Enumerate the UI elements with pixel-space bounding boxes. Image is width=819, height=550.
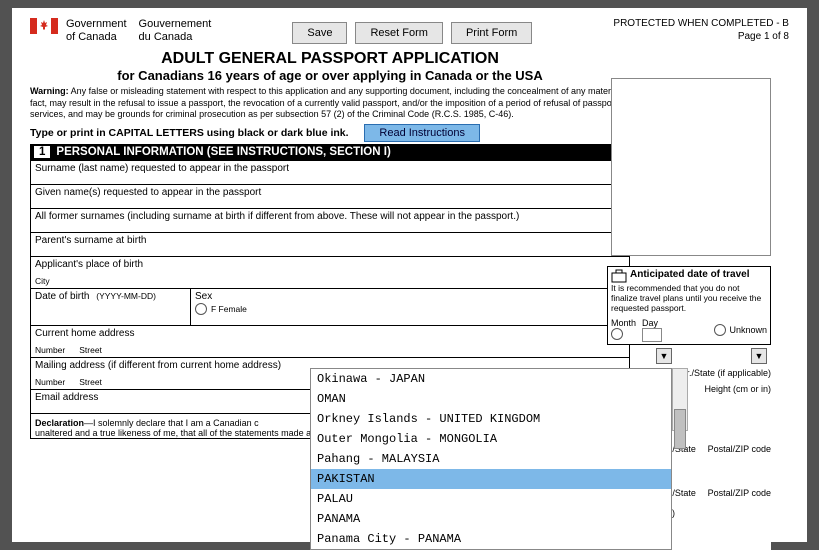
- given-names-field[interactable]: Given name(s) requested to appear in the…: [30, 185, 630, 209]
- postal-label-2: Postal/ZIP code: [708, 488, 771, 498]
- photo-area: [611, 78, 771, 256]
- country-option[interactable]: PANAMA: [311, 509, 671, 529]
- sex-f-radio[interactable]: [195, 303, 207, 315]
- country-dropdown-trigger[interactable]: ▼: [656, 348, 672, 364]
- city-label: City: [35, 276, 275, 286]
- place-of-birth-field[interactable]: Applicant's place of birth City: [30, 257, 630, 289]
- scrollbar-thumb[interactable]: [674, 409, 686, 449]
- month-radio[interactable]: [611, 328, 623, 340]
- day-input[interactable]: [642, 328, 662, 342]
- protected-label: PROTECTED WHEN COMPLETED - B: [613, 18, 789, 29]
- print-form-button[interactable]: Print Form: [451, 22, 532, 44]
- save-button[interactable]: Save: [292, 22, 347, 44]
- former-surnames-field[interactable]: All former surnames (including surname a…: [30, 209, 630, 233]
- gov-fr: Gouvernement du Canada: [139, 18, 212, 44]
- postal-label-1: Postal/ZIP code: [708, 444, 771, 454]
- country-option[interactable]: PALAU: [311, 489, 671, 509]
- suitcase-icon: [611, 269, 627, 283]
- surname-field[interactable]: Surname (last name) requested to appear …: [30, 160, 630, 185]
- form-title: ADULT GENERAL PASSPORT APPLICATION: [30, 50, 630, 68]
- sex-field[interactable]: Sex F Female: [190, 289, 630, 326]
- section-1-header: 1 PERSONAL INFORMATION (SEE INSTRUCTIONS…: [30, 144, 630, 160]
- country-option[interactable]: Pahang - MALAYSIA: [311, 449, 671, 469]
- government-wordmark: Government of Canada Gouvernement du Can…: [30, 18, 211, 44]
- type-print-instruction: Type or print in CAPITAL LETTERS using b…: [30, 127, 349, 139]
- gov-en: Government of Canada: [66, 18, 127, 44]
- form-subtitle: for Canadians 16 years of age or over ap…: [30, 68, 630, 83]
- country-option[interactable]: Orkney Islands - UNITED KINGDOM: [311, 409, 671, 429]
- country-option[interactable]: Outer Mongolia - MONGOLIA: [311, 429, 671, 449]
- warning-text: Warning: Any false or misleading stateme…: [30, 86, 630, 120]
- country-dropdown-list[interactable]: Okinawa - JAPANOMANOrkney Islands - UNIT…: [310, 368, 672, 550]
- anticipated-travel-box: Anticipated date of travel It is recomme…: [607, 266, 771, 345]
- read-instructions-button[interactable]: Read Instructions: [364, 124, 480, 142]
- country-option[interactable]: Panama City - PANAMA: [311, 529, 671, 549]
- street-label: Street: [79, 345, 102, 355]
- dropdown-scrollbar[interactable]: [672, 368, 688, 431]
- unknown-radio[interactable]: [714, 324, 726, 336]
- country-option[interactable]: Okinawa - JAPAN: [311, 369, 671, 389]
- country-option[interactable]: OMAN: [311, 389, 671, 409]
- dob-field[interactable]: Date of birth (YYYY-MM-DD): [30, 289, 190, 326]
- reset-form-button[interactable]: Reset Form: [355, 22, 442, 44]
- prov-dropdown-trigger[interactable]: ▼: [751, 348, 767, 364]
- page-number: Page 1 of 8: [613, 31, 789, 42]
- number-label: Number: [35, 345, 65, 355]
- country-option[interactable]: PAKISTAN: [311, 469, 671, 489]
- parent-surname-field[interactable]: Parent's surname at birth: [30, 233, 630, 257]
- height-label: Height (cm or in): [704, 384, 771, 394]
- current-address-field[interactable]: Current home address Number Street: [30, 326, 630, 358]
- canada-flag-icon: [30, 18, 58, 34]
